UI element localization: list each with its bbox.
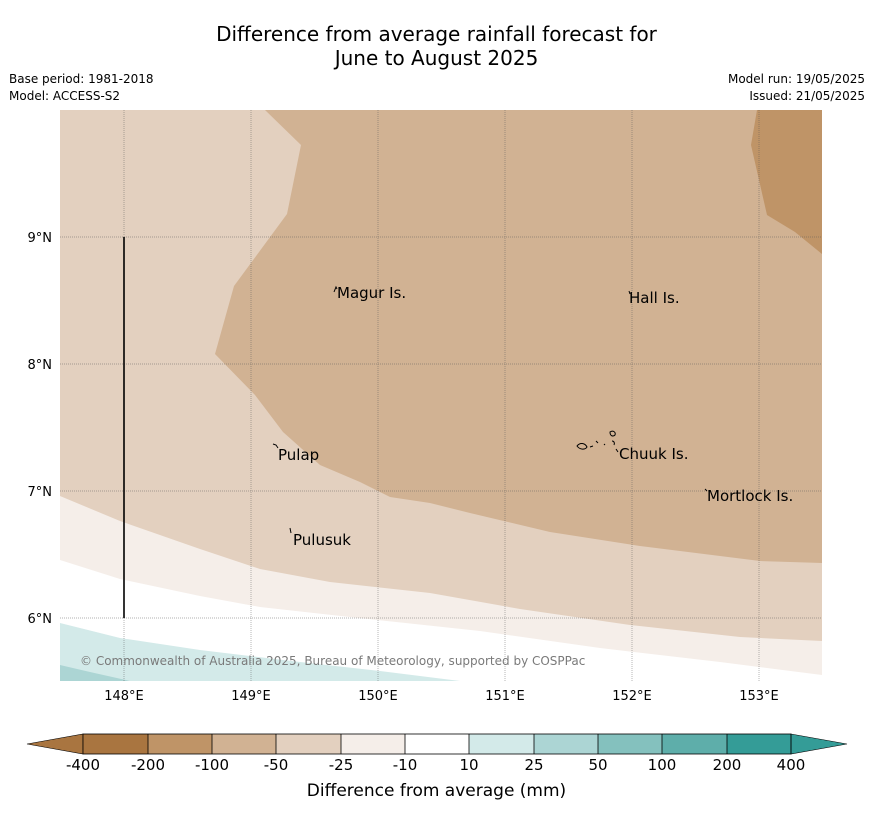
colorbar-title: Difference from average (mm) <box>306 781 567 801</box>
lat-label-6n: 6°N <box>28 612 53 627</box>
colorbar-tick: -10 <box>392 756 418 774</box>
colorbar-tick: -100 <box>194 756 230 774</box>
region-minus-100 <box>215 110 822 563</box>
colorbar-bin-6 <box>405 734 469 754</box>
colorbar-bin-2 <box>148 734 212 754</box>
latitude-labels: 9°N 8°N 7°N 6°N <box>28 231 53 627</box>
place-chuuk: Chuuk Is. <box>619 445 688 463</box>
colorbar-tick: -400 <box>65 756 101 774</box>
lon-label-152e: 152°E <box>612 689 652 704</box>
mortlock-island-shape <box>704 488 708 492</box>
map-title: Difference from average rainfall forecas… <box>0 22 873 70</box>
colorbar-bin-5 <box>341 734 405 754</box>
colorbar-bin-9 <box>598 734 662 754</box>
copyright-notice: © Commonwealth of Australia 2025, Bureau… <box>80 654 585 668</box>
lon-label-153e: 153°E <box>739 689 779 704</box>
lat-label-7n: 7°N <box>28 485 53 500</box>
colorbar <box>26 733 848 755</box>
lat-label-9n: 9°N <box>28 231 53 246</box>
islands <box>272 285 708 534</box>
lon-label-150e: 150°E <box>358 689 398 704</box>
model-name: Model: ACCESS-S2 <box>9 89 121 103</box>
colorbar-tick: 25 <box>524 756 544 774</box>
colorbar-bin-8 <box>534 734 598 754</box>
hall-island-shape <box>628 290 631 295</box>
region-minus-200 <box>751 110 822 254</box>
model-run: Model run: 19/05/2025 <box>727 72 865 86</box>
colorbar-frame <box>82 733 792 755</box>
lon-label-151e: 151°E <box>485 689 525 704</box>
colorbar-tick: 100 <box>647 756 677 774</box>
colorbar-bin-7 <box>469 734 534 754</box>
colorbar-tick: 10 <box>459 756 479 774</box>
colorbar-bin-1 <box>83 734 148 754</box>
colorbar-tick: -50 <box>263 756 289 774</box>
meta-left: Base period: 1981-2018 Model: ACCESS-S2 <box>9 71 154 105</box>
title-line-2: June to August 2025 <box>334 46 539 70</box>
place-magur: Magur Is. <box>337 284 406 302</box>
magur-island-shape <box>333 285 338 293</box>
longitude-labels: 148°E 149°E 150°E 151°E 152°E 153°E <box>104 689 779 704</box>
colorbar-dividers <box>147 734 728 754</box>
colorbar-tick: 400 <box>776 756 806 774</box>
colorbar-bin-4 <box>276 734 341 754</box>
place-labels: Magur Is. Hall Is. Pulap Chuuk Is. Mortl… <box>278 284 793 549</box>
pulusuk-island-shape <box>289 527 292 534</box>
issued-date: Issued: 21/05/2025 <box>749 89 865 103</box>
colorbar-bin-11 <box>727 734 791 754</box>
colorbar-tick: 200 <box>712 756 742 774</box>
meta-right: Model run: 19/05/2025 Issued: 21/05/2025 <box>728 71 865 105</box>
place-mortlock: Mortlock Is. <box>707 487 793 505</box>
region-plus-25 <box>60 665 130 681</box>
lon-label-149e: 149°E <box>231 689 271 704</box>
chuuk-island-shape <box>576 430 619 453</box>
colorbar-tick: -25 <box>328 756 354 774</box>
title-line-1: Difference from average rainfall forecas… <box>216 22 657 46</box>
place-hall: Hall Is. <box>629 289 680 307</box>
colorbar-extend-low <box>26 733 84 755</box>
colorbar-extend-high <box>790 733 848 755</box>
colorbar-bin-3 <box>212 734 276 754</box>
colorbar-bin-10 <box>662 734 727 754</box>
map-area <box>60 110 822 681</box>
lat-label-8n: 8°N <box>28 358 53 373</box>
region-plus-10 <box>60 623 460 681</box>
region-neutral <box>60 560 822 681</box>
graticule <box>60 110 822 681</box>
lon-label-148e: 148°E <box>104 689 144 704</box>
colorbar-tick: 50 <box>588 756 608 774</box>
colorbar-tick: -200 <box>130 756 166 774</box>
base-period: Base period: 1981-2018 <box>9 72 154 86</box>
pulap-island-shape <box>272 443 279 449</box>
place-pulusuk: Pulusuk <box>293 531 351 549</box>
place-pulap: Pulap <box>278 446 319 464</box>
